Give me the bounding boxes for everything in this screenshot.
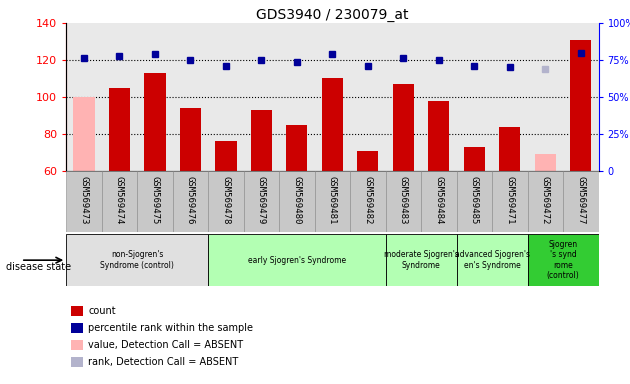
Bar bbox=[66, 23, 101, 171]
Title: GDS3940 / 230079_at: GDS3940 / 230079_at bbox=[256, 8, 409, 22]
Bar bbox=[428, 101, 449, 171]
Bar bbox=[71, 340, 83, 350]
Text: GSM569482: GSM569482 bbox=[364, 176, 372, 224]
Bar bbox=[492, 23, 527, 171]
Text: GSM569485: GSM569485 bbox=[470, 176, 479, 224]
Text: GSM569480: GSM569480 bbox=[292, 176, 301, 224]
Bar bbox=[279, 23, 314, 171]
Bar bbox=[527, 234, 598, 286]
Bar bbox=[144, 73, 166, 171]
Text: count: count bbox=[88, 306, 116, 316]
Bar bbox=[492, 171, 527, 232]
Bar bbox=[314, 171, 350, 232]
Bar bbox=[357, 151, 379, 171]
Text: disease state: disease state bbox=[6, 262, 71, 272]
Text: moderate Sjogren's
Syndrome: moderate Sjogren's Syndrome bbox=[384, 250, 459, 270]
Bar bbox=[570, 40, 592, 171]
Bar bbox=[350, 23, 386, 171]
Bar bbox=[208, 23, 244, 171]
Text: GSM569474: GSM569474 bbox=[115, 176, 124, 224]
Bar bbox=[137, 23, 173, 171]
Bar bbox=[464, 147, 485, 171]
Bar bbox=[386, 171, 421, 232]
Text: GSM569476: GSM569476 bbox=[186, 176, 195, 224]
Text: rank, Detection Call = ABSENT: rank, Detection Call = ABSENT bbox=[88, 357, 239, 367]
Text: GSM569483: GSM569483 bbox=[399, 176, 408, 224]
Bar bbox=[386, 234, 457, 286]
Bar bbox=[173, 23, 208, 171]
Text: GSM569479: GSM569479 bbox=[257, 176, 266, 224]
Bar bbox=[71, 306, 83, 316]
Bar bbox=[173, 171, 208, 232]
Bar bbox=[421, 171, 457, 232]
Text: percentile rank within the sample: percentile rank within the sample bbox=[88, 323, 253, 333]
Text: GSM569484: GSM569484 bbox=[434, 176, 444, 224]
Text: GSM569478: GSM569478 bbox=[221, 176, 231, 224]
Bar bbox=[535, 154, 556, 171]
Text: GSM569477: GSM569477 bbox=[576, 176, 585, 224]
Bar bbox=[244, 171, 279, 232]
Text: Sjogren
's synd
rome
(control): Sjogren 's synd rome (control) bbox=[547, 240, 580, 280]
Text: value, Detection Call = ABSENT: value, Detection Call = ABSENT bbox=[88, 340, 244, 350]
Bar bbox=[314, 23, 350, 171]
Text: GSM569473: GSM569473 bbox=[79, 176, 88, 224]
Text: early Sjogren's Syndrome: early Sjogren's Syndrome bbox=[248, 256, 346, 265]
Bar bbox=[457, 171, 492, 232]
Bar bbox=[66, 234, 208, 286]
Text: advanced Sjogren's
en's Syndrome: advanced Sjogren's en's Syndrome bbox=[454, 250, 530, 270]
Bar bbox=[350, 171, 386, 232]
Bar bbox=[527, 23, 563, 171]
Bar bbox=[563, 23, 598, 171]
Bar bbox=[73, 97, 94, 171]
Bar bbox=[66, 171, 101, 232]
Bar bbox=[208, 171, 244, 232]
Bar bbox=[244, 23, 279, 171]
Bar bbox=[392, 84, 414, 171]
Bar bbox=[101, 23, 137, 171]
Text: non-Sjogren's
Syndrome (control): non-Sjogren's Syndrome (control) bbox=[100, 250, 174, 270]
Bar bbox=[101, 171, 137, 232]
Bar bbox=[563, 171, 598, 232]
Bar bbox=[71, 323, 83, 333]
Bar bbox=[286, 125, 307, 171]
Bar bbox=[109, 88, 130, 171]
Bar bbox=[457, 23, 492, 171]
Bar bbox=[180, 108, 201, 171]
Bar bbox=[137, 171, 173, 232]
Text: GSM569475: GSM569475 bbox=[151, 176, 159, 224]
Bar bbox=[215, 141, 236, 171]
Bar bbox=[208, 234, 386, 286]
Bar bbox=[322, 78, 343, 171]
Bar bbox=[71, 357, 83, 367]
Bar bbox=[251, 110, 272, 171]
Text: GSM569481: GSM569481 bbox=[328, 176, 337, 224]
Bar bbox=[279, 171, 314, 232]
Bar bbox=[457, 234, 527, 286]
Bar bbox=[527, 171, 563, 232]
Text: GSM569472: GSM569472 bbox=[541, 176, 550, 224]
Text: GSM569471: GSM569471 bbox=[505, 176, 514, 224]
Bar bbox=[499, 127, 520, 171]
Bar bbox=[421, 23, 457, 171]
Bar bbox=[386, 23, 421, 171]
